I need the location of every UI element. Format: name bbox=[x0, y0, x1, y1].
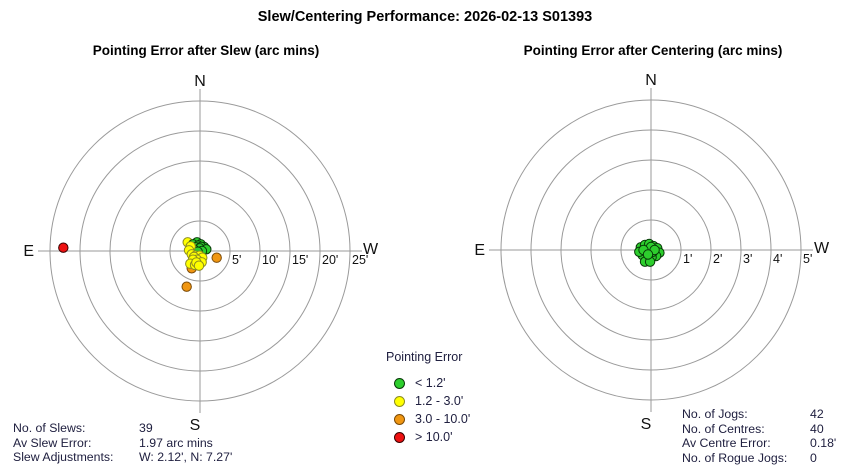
stat-label: No. of Rogue Jogs: bbox=[682, 450, 788, 465]
legend-label: > 10.0' bbox=[415, 430, 453, 444]
compass-label-w: W bbox=[814, 240, 830, 257]
ring-tick-label: 2' bbox=[713, 252, 722, 266]
orange-dot-icon bbox=[394, 413, 405, 425]
slew-plot-title: Pointing Error after Slew (arc mins) bbox=[92, 43, 320, 58]
stat-label: Av Slew Error: bbox=[13, 435, 92, 450]
stat-label: No. of Centres: bbox=[682, 421, 765, 436]
stat-value: 1.97 arc mins bbox=[139, 435, 213, 450]
ring-tick-label: 5' bbox=[232, 253, 241, 267]
ring-tick-label: 5' bbox=[803, 252, 812, 266]
stat-row-slew-adjustments: Slew Adjustments: W: 2.12', N: 7.27' bbox=[13, 450, 232, 465]
stat-row-slew-error: Av Slew Error: 1.97 arc mins bbox=[13, 436, 232, 451]
ring-tick-label: 15' bbox=[292, 253, 308, 267]
page-title: Slew/Centering Performance: 2026-02-13 S… bbox=[257, 9, 593, 25]
pointing-error-legend: Pointing Error < 1.2' 1.2 - 3.0' 3.0 - 1… bbox=[386, 350, 470, 446]
compass-label-s: S bbox=[190, 417, 201, 434]
green-dot-icon bbox=[394, 377, 405, 389]
centering-stats-block: No. of Jogs: 42 No. of Centres: 40 Av Ce… bbox=[682, 407, 836, 465]
stat-value: 0 bbox=[810, 450, 817, 465]
compass-label-n: N bbox=[194, 73, 206, 90]
stat-label: No. of Slews: bbox=[13, 421, 86, 435]
data-point bbox=[211, 252, 222, 263]
compass-label-e: E bbox=[474, 242, 485, 259]
data-point bbox=[181, 281, 192, 292]
yellow-dot-icon bbox=[394, 395, 405, 407]
stat-value: W: 2.12', N: 7.27' bbox=[139, 450, 233, 465]
compass-label-s: S bbox=[641, 416, 652, 433]
stat-row-slews: No. of Slews: 39 bbox=[13, 421, 232, 436]
legend-label: < 1.2' bbox=[415, 376, 446, 390]
compass-label-w: W bbox=[363, 241, 379, 258]
stat-label: No. of Jogs: bbox=[682, 407, 748, 421]
legend-item-green: < 1.2' bbox=[386, 374, 470, 392]
ring-tick-label: 1' bbox=[683, 252, 692, 266]
data-point bbox=[58, 242, 69, 253]
ring-tick-label: 25' bbox=[352, 253, 368, 267]
stat-row-jogs: No. of Jogs: 42 bbox=[682, 407, 836, 422]
legend-title: Pointing Error bbox=[386, 350, 463, 364]
legend-item-yellow: 1.2 - 3.0' bbox=[386, 392, 470, 410]
ring-tick-label: 10' bbox=[262, 253, 278, 267]
data-point bbox=[193, 260, 205, 271]
stat-row-centres: No. of Centres: 40 bbox=[682, 422, 836, 437]
ring-tick-label: 3' bbox=[743, 252, 752, 266]
stat-value: 39 bbox=[139, 421, 153, 435]
slew-stats-block: No. of Slews: 39 Av Slew Error: 1.97 arc… bbox=[13, 421, 232, 465]
legend-label: 1.2 - 3.0' bbox=[415, 394, 464, 408]
data-point bbox=[642, 249, 654, 260]
centering-plot-title: Pointing Error after Centering (arc mins… bbox=[523, 43, 783, 58]
legend-item-orange: 3.0 - 10.0' bbox=[386, 410, 470, 428]
ring-tick-label: 4' bbox=[773, 252, 782, 266]
legend-label: 3.0 - 10.0' bbox=[415, 412, 471, 426]
compass-label-n: N bbox=[645, 72, 657, 89]
compass-label-e: E bbox=[23, 243, 34, 260]
stat-label: Slew Adjustments: bbox=[13, 450, 114, 465]
ring-tick-label: 20' bbox=[322, 253, 338, 267]
stat-value: 0.18' bbox=[810, 436, 837, 451]
stat-value: 40 bbox=[810, 421, 824, 436]
red-dot-icon bbox=[394, 431, 405, 443]
stat-value: 42 bbox=[810, 407, 824, 421]
stat-label: Av Centre Error: bbox=[682, 436, 771, 451]
stat-row-centre-error: Av Centre Error: 0.18' bbox=[682, 436, 836, 451]
legend-item-red: > 10.0' bbox=[386, 428, 470, 446]
stat-row-rogue-jogs: No. of Rogue Jogs: 0 bbox=[682, 451, 836, 466]
